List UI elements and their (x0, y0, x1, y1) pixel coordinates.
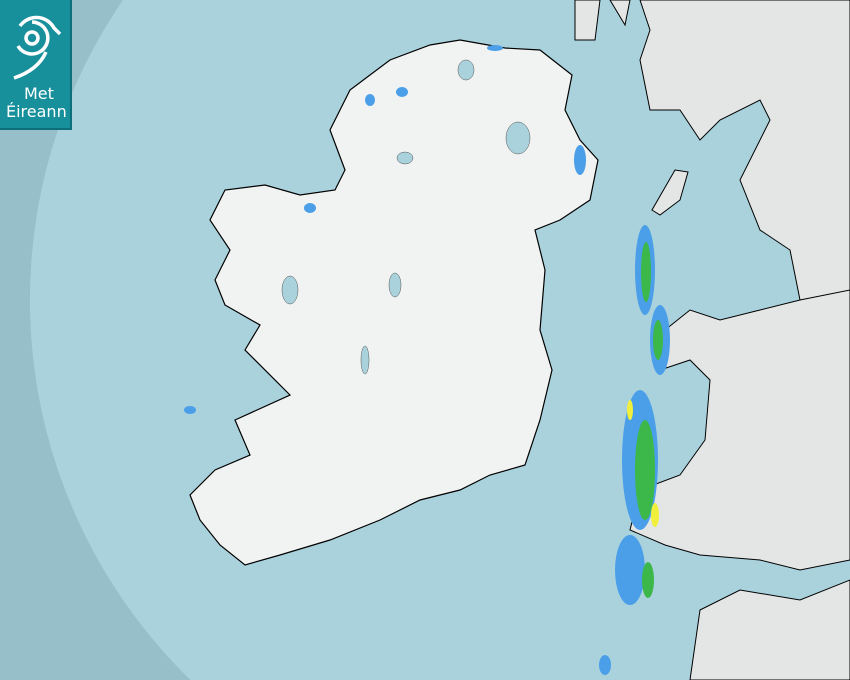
cornwall (689, 579, 850, 680)
wales-england-landmass (629, 289, 850, 571)
logo-text-met: Met (24, 84, 54, 103)
isle-of-man (651, 169, 689, 216)
lakes (281, 59, 531, 375)
met-eireann-logo: Met Éireann (0, 0, 72, 130)
kintyre (574, 0, 631, 41)
logo-text-eireann: Éireann (6, 102, 67, 121)
radar-rain (184, 45, 670, 675)
met-eireann-spiral-logo-icon (13, 15, 62, 80)
ireland-landmass (189, 39, 599, 566)
